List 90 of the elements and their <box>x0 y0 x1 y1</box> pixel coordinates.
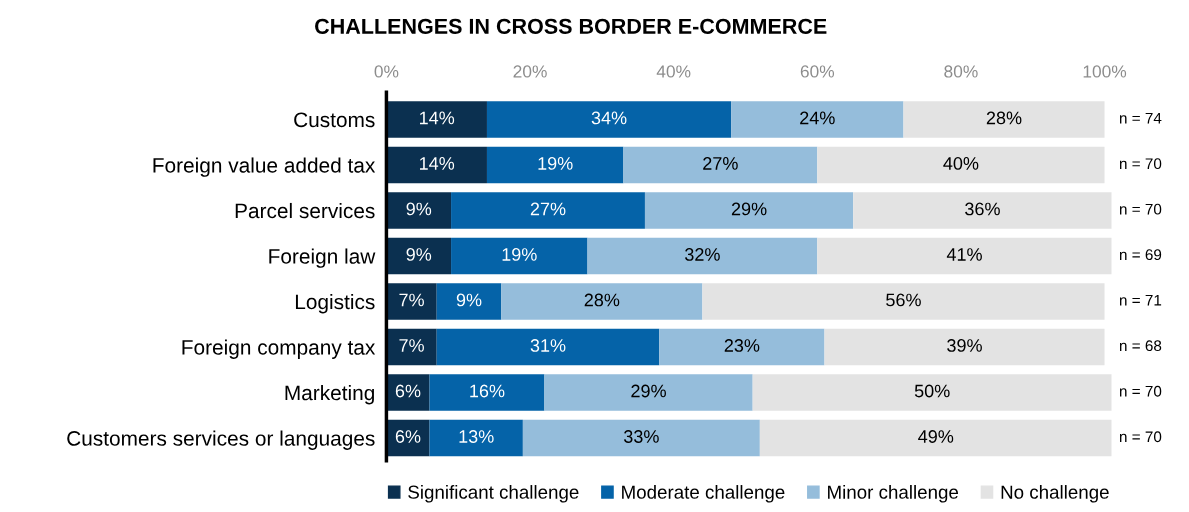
y-tick-label: Customs <box>294 112 375 128</box>
bar <box>486 101 732 138</box>
text: n = 70 <box>1119 431 1162 443</box>
bar <box>623 146 818 184</box>
data-label: 9% <box>456 293 482 307</box>
text: n = 70 <box>1119 158 1162 170</box>
legend-label: Minor challenge <box>828 485 959 503</box>
bar <box>501 283 703 320</box>
bar <box>759 419 1112 457</box>
data-label: 6% <box>395 384 421 398</box>
bar <box>486 146 624 184</box>
bar <box>731 101 904 138</box>
data-label: 7% <box>399 339 424 352</box>
data-label: 9% <box>406 248 432 261</box>
bar <box>853 192 1112 229</box>
bar <box>752 374 1112 411</box>
data-label: 27% <box>703 157 738 170</box>
bar <box>386 283 437 320</box>
x-tick-label: 0% <box>374 65 399 78</box>
bar <box>817 146 1105 184</box>
data-label: 28% <box>986 111 1022 125</box>
bar <box>903 101 1105 138</box>
y-tick-label: Marketing <box>285 384 374 405</box>
bar <box>702 283 1105 320</box>
data-label: 29% <box>731 202 767 216</box>
text: n = 74 <box>1119 112 1162 124</box>
data-label: 31% <box>530 339 566 352</box>
bar <box>451 237 588 275</box>
chart-title: CHALLENGES IN CROSS BORDER E-COMMERCE <box>315 18 827 34</box>
data-label: 33% <box>623 430 659 443</box>
x-tick-label: 60% <box>800 65 835 78</box>
y-tick-label: Customers services or languages <box>67 430 375 450</box>
data-label: 36% <box>965 202 1000 216</box>
data-label: 27% <box>530 202 566 216</box>
data-label: 6% <box>395 430 421 443</box>
data-label: 56% <box>886 293 921 307</box>
bar <box>386 374 430 411</box>
data-label: 41% <box>946 248 982 261</box>
data-label: 14% <box>420 111 455 125</box>
y-tick-label: Foreign law <box>269 248 376 268</box>
y-tick-label: Foreign value added tax <box>153 157 376 177</box>
data-label: 23% <box>724 339 760 352</box>
data-label: 9% <box>406 202 432 216</box>
y-tick-label: Foreign company tax <box>182 339 376 359</box>
x-tick-label: 20% <box>513 65 547 78</box>
text: n = 70 <box>1119 203 1162 215</box>
bar <box>386 146 487 184</box>
data-label: 13% <box>459 430 494 443</box>
x-tick-label: 40% <box>656 65 691 78</box>
bar <box>436 283 502 320</box>
bar <box>429 419 523 457</box>
data-label: 34% <box>591 111 627 125</box>
text: n = 69 <box>1119 249 1162 261</box>
data-label: 14% <box>420 157 455 170</box>
data-label: 32% <box>685 248 720 261</box>
bar <box>659 328 825 366</box>
bar <box>386 237 452 275</box>
bar <box>644 192 854 229</box>
bar <box>522 419 760 457</box>
data-label: 19% <box>538 157 573 170</box>
bar <box>824 328 1105 366</box>
bar <box>451 192 645 229</box>
text: n = 68 <box>1119 340 1162 352</box>
bar <box>386 192 452 229</box>
y-tick-label: Parcel services <box>235 202 375 219</box>
text: n = 70 <box>1119 385 1162 397</box>
bar <box>436 328 660 366</box>
bar <box>386 101 487 138</box>
bar <box>817 237 1112 275</box>
text: n = 71 <box>1119 294 1162 306</box>
y-tick-label: Logistics <box>295 293 375 314</box>
bar <box>544 374 753 411</box>
x-tick-label: 80% <box>944 65 978 78</box>
data-label: 19% <box>502 248 537 261</box>
data-label: 39% <box>947 339 982 352</box>
data-label: 24% <box>800 111 835 125</box>
data-label: 7% <box>399 293 424 307</box>
legend-label: Moderate challenge <box>622 485 785 503</box>
bar <box>429 374 545 411</box>
data-label: 16% <box>470 384 505 398</box>
legend-label: No challenge <box>1001 485 1109 503</box>
data-label: 28% <box>584 293 620 307</box>
data-label: 50% <box>914 384 950 398</box>
bar <box>386 328 437 366</box>
legend-label: Significant challenge <box>408 485 579 503</box>
data-label: 29% <box>631 384 666 398</box>
bar <box>587 237 818 275</box>
x-tick-label: 100% <box>1083 65 1127 78</box>
data-label: 40% <box>943 157 979 170</box>
data-label: 49% <box>918 430 954 443</box>
